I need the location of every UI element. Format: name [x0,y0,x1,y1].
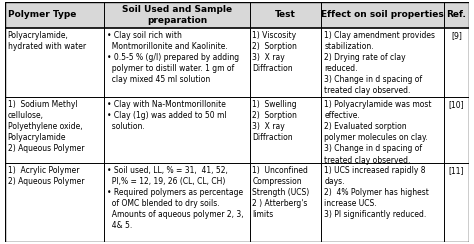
Text: [10]: [10] [449,100,465,109]
Text: 1)  Swelling
2)  Sorption
3)  X ray
Diffraction: 1) Swelling 2) Sorption 3) X ray Diffrac… [253,100,297,142]
Text: 1)  Unconfined
Compression
Strength (UCS)
2 ) Atterberg's
limits: 1) Unconfined Compression Strength (UCS)… [253,166,310,219]
Text: 1) Clay amendment provides
stabilization.
2) Drying rate of clay
reduced.
3) Cha: 1) Clay amendment provides stabilization… [324,31,435,95]
Text: Polyacrylamide,
hydrated with water: Polyacrylamide, hydrated with water [8,31,86,51]
Text: Test: Test [275,10,296,20]
Text: Ref.: Ref. [447,10,466,20]
Text: 1)  Sodium Methyl
cellulose,
Polyethylene oxide,
Polyacrylamide
2) Aqueous Polym: 1) Sodium Methyl cellulose, Polyethylene… [8,100,84,153]
Text: [11]: [11] [449,166,465,175]
Text: • Clay with Na-Montmorillonite
• Clay (1g) was added to 50 ml
  solution.: • Clay with Na-Montmorillonite • Clay (1… [107,100,227,131]
Text: 1)  Acrylic Polymer
2) Aqueous Polymer: 1) Acrylic Polymer 2) Aqueous Polymer [8,166,84,186]
Text: [9]: [9] [451,31,462,40]
Bar [5,28,469,97]
Text: 1) Viscosity
2)  Sorption
3)  X ray
Diffraction: 1) Viscosity 2) Sorption 3) X ray Diffra… [253,31,297,73]
Text: Effect on soil properties: Effect on soil properties [321,10,444,20]
Text: • Clay soil rich with
  Montmorillonite and Kaolinite.
• 0.5-5 % (g/l) prepared : • Clay soil rich with Montmorillonite an… [107,31,239,84]
Text: 1) Polyacrylamide was most
effective.
2) Evaluated sorption
polymer molecules on: 1) Polyacrylamide was most effective. 2)… [324,100,432,164]
Text: Polymer Type: Polymer Type [8,10,76,20]
Text: Soil Used and Sample
preparation: Soil Used and Sample preparation [122,5,232,25]
Text: 1) UCS increased rapidly 8
days.
2)  4% Polymer has highest
increase UCS.
3) PI : 1) UCS increased rapidly 8 days. 2) 4% P… [324,166,429,219]
Bar [5,2,469,28]
Bar [5,97,469,163]
Bar [5,163,469,242]
Text: • Soil used, LL, % = 31,  41, 52,
  PI,% = 12, 19, 26 (CL, CL, CH)
• Required po: • Soil used, LL, % = 31, 41, 52, PI,% = … [107,166,244,230]
